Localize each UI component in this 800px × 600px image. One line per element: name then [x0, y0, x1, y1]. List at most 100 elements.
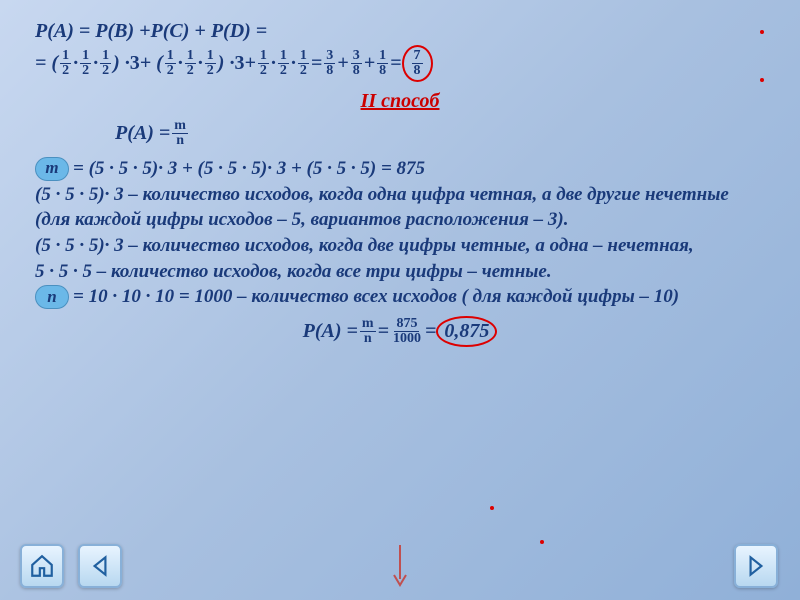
den: 8 [351, 64, 362, 78]
t: + [364, 52, 375, 75]
frac-875-1000: 8751000 [391, 317, 423, 346]
den: 8 [412, 64, 423, 78]
den: 2 [278, 64, 289, 78]
t: · [291, 52, 296, 75]
frac-half: 12 [258, 49, 269, 78]
den: 2 [165, 64, 176, 78]
eq: = [425, 320, 436, 343]
pa-formula: P(A) = mn [115, 119, 765, 148]
den: n [174, 134, 186, 148]
n-pill: n [35, 285, 69, 309]
num: 1 [278, 49, 289, 64]
t: = [390, 52, 401, 75]
explain-1: (5 · 5 · 5)· 3 – количество исходов, ког… [35, 182, 765, 233]
den: 2 [205, 64, 216, 78]
frac-mn: mn [172, 119, 188, 148]
prev-button[interactable] [78, 544, 122, 588]
frac-half: 12 [205, 49, 216, 78]
pa-label: P(A) = [115, 122, 170, 145]
next-button[interactable] [734, 544, 778, 588]
frac-38: 38 [351, 49, 362, 78]
red-dot [540, 540, 544, 544]
t: = [311, 52, 322, 75]
num: 3 [351, 49, 362, 64]
frac-38: 38 [324, 49, 335, 78]
t: ) · [113, 52, 130, 75]
frac-half: 12 [100, 49, 111, 78]
down-arrow [392, 543, 408, 592]
den: n [362, 332, 374, 346]
num: m [360, 317, 376, 332]
den: 8 [324, 64, 335, 78]
frac-half: 12 [298, 49, 309, 78]
num: m [172, 119, 188, 134]
arrow-right-icon [743, 553, 769, 579]
t: · [178, 52, 183, 75]
frac-78: 78 [412, 49, 423, 78]
pa: P(A) = [303, 320, 358, 343]
n-line: n = 10 · 10 · 10 = 1000 – количество все… [35, 284, 765, 310]
num: 3 [324, 49, 335, 64]
red-dot [490, 506, 494, 510]
slide-content: P(A) = P(B) +P(C) + P(D) = = ( 12 · 12 ·… [0, 0, 800, 357]
equation-2: = ( 12 · 12 · 12 ) · 3 + ( 12 · 12 · 12 … [35, 45, 765, 82]
t: ) · [218, 52, 235, 75]
final-equation: P(A) = mn = 8751000 = 0,875 [35, 316, 765, 347]
t: · [73, 52, 78, 75]
frac-half: 12 [60, 49, 71, 78]
num: 1 [298, 49, 309, 64]
body-text: m = (5 · 5 · 5)· 3 + (5 · 5 · 5)· 3 + (5… [35, 156, 765, 310]
num: 1 [80, 49, 91, 64]
num: 1 [165, 49, 176, 64]
final-answer-circled: 0,875 [436, 316, 497, 347]
t: + [337, 52, 348, 75]
num: 1 [205, 49, 216, 64]
method-2-heading: II способ [35, 90, 765, 113]
den: 2 [258, 64, 269, 78]
den: 8 [377, 64, 388, 78]
m-expr: = (5 · 5 · 5)· 3 + (5 · 5 · 5)· 3 + (5 ·… [73, 156, 425, 182]
num: 7 [412, 49, 423, 64]
frac-half: 12 [185, 49, 196, 78]
red-dot [760, 30, 764, 34]
den: 2 [100, 64, 111, 78]
num: 875 [394, 317, 419, 332]
den: 2 [185, 64, 196, 78]
final-answer: 0,875 [444, 320, 489, 343]
den: 2 [80, 64, 91, 78]
coef: 3 [234, 52, 244, 75]
eq: = [378, 320, 389, 343]
den: 1000 [391, 332, 423, 346]
home-button[interactable] [20, 544, 64, 588]
den: 2 [60, 64, 71, 78]
m-pill: m [35, 157, 69, 181]
frac-half: 12 [165, 49, 176, 78]
m-line: m = (5 · 5 · 5)· 3 + (5 · 5 · 5)· 3 + (5… [35, 156, 765, 182]
frac-mn: mn [360, 317, 376, 346]
num: 1 [185, 49, 196, 64]
num: 1 [258, 49, 269, 64]
home-icon [29, 553, 55, 579]
t: + [244, 52, 255, 75]
arrow-down-icon [392, 543, 408, 587]
t: = ( [35, 52, 58, 75]
n-expr: = 10 · 10 · 10 = 1000 – количество всех … [73, 284, 679, 310]
frac-half: 12 [278, 49, 289, 78]
coef: 3 [130, 52, 140, 75]
red-dot [760, 78, 764, 82]
arrow-left-icon [87, 553, 113, 579]
num: 1 [60, 49, 71, 64]
frac-18: 18 [377, 49, 388, 78]
answer-circled: 78 [402, 45, 433, 82]
num: 1 [377, 49, 388, 64]
t: · [93, 52, 98, 75]
t: · [271, 52, 276, 75]
t: · [198, 52, 203, 75]
t: + ( [140, 52, 163, 75]
explain-2: (5 · 5 · 5)· 3 – количество исходов, ког… [35, 233, 765, 259]
den: 2 [298, 64, 309, 78]
explain-3: 5 · 5 · 5 – количество исходов, когда вс… [35, 259, 765, 285]
nav-right-group [734, 544, 778, 588]
frac-half: 12 [80, 49, 91, 78]
equation-1: P(A) = P(B) +P(C) + P(D) = [35, 20, 765, 43]
